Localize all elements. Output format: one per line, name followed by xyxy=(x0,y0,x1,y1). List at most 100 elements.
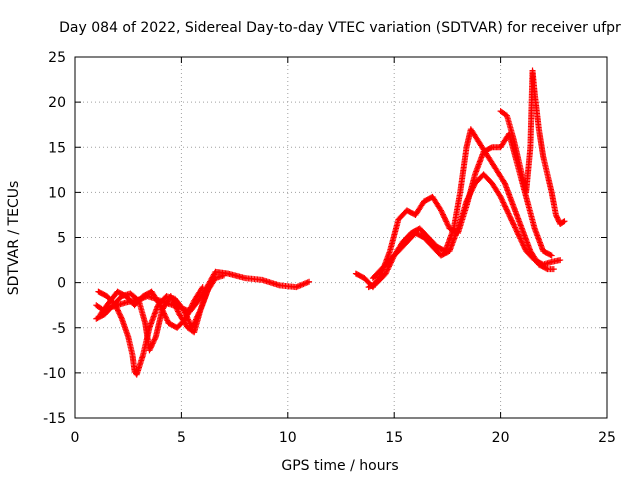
data-point xyxy=(445,222,452,229)
data-point xyxy=(159,306,166,313)
data-point xyxy=(506,211,513,218)
data-point xyxy=(512,224,519,231)
data-point xyxy=(469,185,476,192)
data-point xyxy=(550,266,557,273)
data-point xyxy=(189,300,196,307)
data-point xyxy=(497,193,504,200)
data-point xyxy=(504,209,511,216)
data-point xyxy=(464,195,471,202)
data-point xyxy=(547,251,554,258)
x-tick-label: 20 xyxy=(492,430,510,446)
data-point xyxy=(499,198,506,205)
data-point xyxy=(519,241,526,248)
data-point xyxy=(382,270,389,277)
data-point xyxy=(514,229,521,236)
data-point xyxy=(470,184,477,191)
data-point xyxy=(385,263,392,270)
data-point xyxy=(114,307,121,314)
data-point xyxy=(198,285,205,292)
y-tick-label: 25 xyxy=(48,50,66,66)
x-tick-label: 10 xyxy=(279,430,297,446)
data-point xyxy=(560,218,567,225)
data-point xyxy=(180,306,187,313)
data-point xyxy=(171,300,178,307)
data-point xyxy=(163,316,170,323)
data-point xyxy=(385,265,392,272)
data-point xyxy=(169,297,176,304)
x-tick-label: 25 xyxy=(598,430,616,446)
data-point xyxy=(487,144,494,151)
data-point xyxy=(158,304,165,311)
y-tick-label: -15 xyxy=(43,411,66,427)
data-point xyxy=(185,317,192,324)
data-point xyxy=(503,206,510,213)
data-point xyxy=(438,207,445,214)
data-point xyxy=(147,344,154,351)
data-point xyxy=(443,218,450,225)
data-point xyxy=(466,192,473,199)
data-point xyxy=(171,301,178,308)
data-point xyxy=(516,234,523,241)
data-point xyxy=(521,243,528,250)
x-tick-label: 5 xyxy=(177,430,186,446)
data-point xyxy=(152,335,159,342)
data-point xyxy=(383,267,390,274)
x-tick-label: 15 xyxy=(385,430,403,446)
data-point xyxy=(161,310,168,317)
data-point xyxy=(440,212,447,219)
data-point xyxy=(115,308,122,315)
data-point xyxy=(548,252,555,259)
series-track-d xyxy=(97,284,206,331)
y-axis-title: SDTVAR / TECUs xyxy=(6,181,22,296)
data-point xyxy=(502,204,509,211)
data-point xyxy=(510,221,517,228)
data-point xyxy=(116,311,123,318)
data-point xyxy=(183,314,190,321)
data-point xyxy=(500,199,507,206)
data-point xyxy=(439,210,446,217)
data-point xyxy=(498,195,505,202)
data-point xyxy=(500,200,507,207)
data-point xyxy=(113,304,120,311)
data-point xyxy=(466,191,473,198)
data-point xyxy=(163,314,170,321)
data-point xyxy=(184,311,191,318)
data-point xyxy=(443,219,450,226)
data-point xyxy=(521,245,528,252)
chart-title: Day 084 of 2022, Sidereal Day-to-day VTE… xyxy=(59,20,621,36)
data-point xyxy=(187,306,194,313)
data-point xyxy=(189,301,196,308)
data-point xyxy=(162,313,169,320)
data-point xyxy=(515,231,522,238)
y-tick-label: 15 xyxy=(48,140,66,156)
data-point xyxy=(174,308,181,315)
data-point xyxy=(441,215,448,222)
data-point xyxy=(188,303,195,310)
data-point xyxy=(510,220,517,227)
data-point xyxy=(199,284,206,291)
data-point xyxy=(114,306,121,313)
data-point xyxy=(513,228,520,235)
data-point xyxy=(150,339,157,346)
data-point xyxy=(465,194,472,201)
data-point xyxy=(159,307,166,314)
data-point xyxy=(507,214,514,221)
data-point xyxy=(464,197,471,204)
data-point xyxy=(470,183,477,190)
y-tick-label: 20 xyxy=(48,95,66,111)
data-point xyxy=(160,309,167,316)
data-point xyxy=(501,202,508,209)
data-point xyxy=(509,218,516,225)
x-axis-title: GPS time / hours xyxy=(281,458,398,474)
data-point xyxy=(172,302,179,309)
data-point xyxy=(513,227,520,234)
data-point xyxy=(512,225,519,232)
data-point xyxy=(508,217,515,224)
data-point xyxy=(182,315,189,322)
data-point xyxy=(186,307,193,314)
data-point xyxy=(498,196,505,203)
data-point xyxy=(167,293,174,300)
data-point xyxy=(468,188,475,195)
data-point xyxy=(384,266,391,273)
data-point xyxy=(172,304,179,311)
